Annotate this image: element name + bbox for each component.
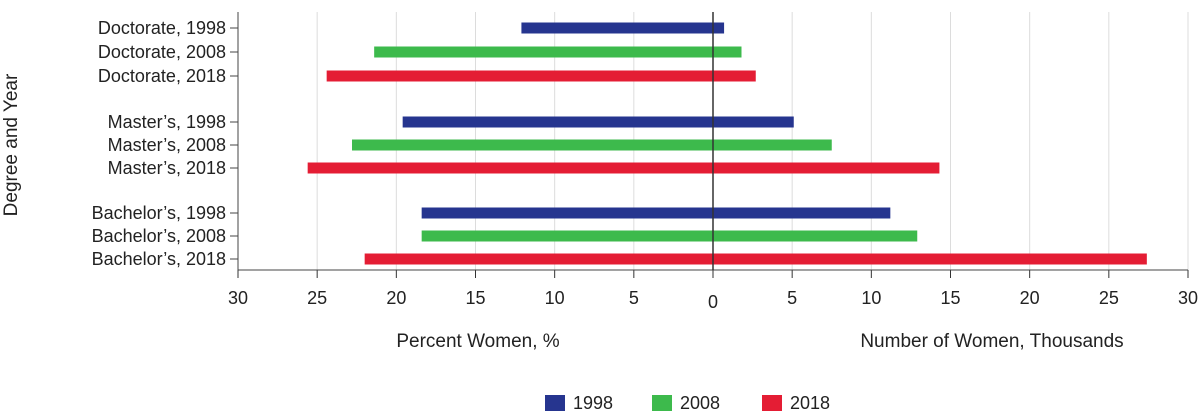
tick-label: 5	[787, 288, 797, 308]
legend-item-2018: 2018	[762, 393, 830, 413]
tick-labels: 30 25 20 15 10 5 0 5 10 15 20 25 30	[228, 288, 1198, 312]
bar-number-women	[713, 46, 742, 58]
legend-label: 2018	[790, 393, 830, 413]
bar-number-women	[713, 70, 756, 82]
category-label: Doctorate, 1998	[98, 18, 226, 38]
category-label: Master’s, 2018	[108, 158, 226, 178]
category-label: Bachelor’s, 2008	[92, 226, 226, 246]
tick-label: 15	[465, 288, 485, 308]
bar-percent-women	[421, 230, 713, 242]
tick-label: 10	[545, 288, 565, 308]
legend-swatch	[762, 395, 782, 411]
legend-item-1998: 1998	[545, 393, 613, 413]
legend-swatch	[652, 395, 672, 411]
tick-label: 25	[307, 288, 327, 308]
legend-item-2008: 2008	[652, 393, 720, 413]
category-label: Bachelor’s, 1998	[92, 203, 226, 223]
tick-label: 10	[861, 288, 881, 308]
category-label: Bachelor’s, 2018	[92, 249, 226, 269]
tick-label: 30	[1178, 288, 1198, 308]
legend-swatch	[545, 395, 565, 411]
bar-number-women	[713, 139, 832, 151]
legend-label: 2008	[680, 393, 720, 413]
bar-percent-women	[374, 46, 713, 58]
bar-number-women	[713, 230, 918, 242]
bar-number-women	[713, 116, 794, 128]
category-labels: Doctorate, 1998 Doctorate, 2008 Doctorate,…	[92, 18, 226, 269]
bar-percent-women	[402, 116, 713, 128]
x-axis-label-left: Percent Women, %	[396, 331, 559, 352]
category-label: Doctorate, 2018	[98, 66, 226, 86]
bar-percent-women	[352, 139, 713, 151]
axes	[230, 12, 1188, 271]
tick-label: 20	[1020, 288, 1040, 308]
bar-number-women	[713, 22, 725, 34]
tick-label: 25	[1099, 288, 1119, 308]
tick-label: 20	[386, 288, 406, 308]
tick-label: 5	[629, 288, 639, 308]
y-axis-label: Degree and Year	[1, 73, 22, 216]
bar-percent-women	[421, 207, 713, 219]
tick-label: 15	[940, 288, 960, 308]
bar-number-women	[713, 253, 1147, 265]
bar-number-women	[713, 207, 891, 219]
category-label: Doctorate, 2008	[98, 42, 226, 62]
x-axis-label-right: Number of Women, Thousands	[860, 331, 1123, 352]
tick-label: 0	[708, 292, 718, 312]
category-label: Master’s, 1998	[108, 112, 226, 132]
legend: 1998 2008 2018	[545, 393, 830, 413]
legend-label: 1998	[573, 393, 613, 413]
bar-percent-women	[307, 162, 713, 174]
bar-number-women	[713, 162, 940, 174]
category-label: Master’s, 2008	[108, 135, 226, 155]
bar-percent-women	[521, 22, 713, 34]
bars	[307, 22, 1147, 265]
tick-label: 30	[228, 288, 248, 308]
bar-percent-women	[326, 70, 713, 82]
bar-percent-women	[364, 253, 713, 265]
